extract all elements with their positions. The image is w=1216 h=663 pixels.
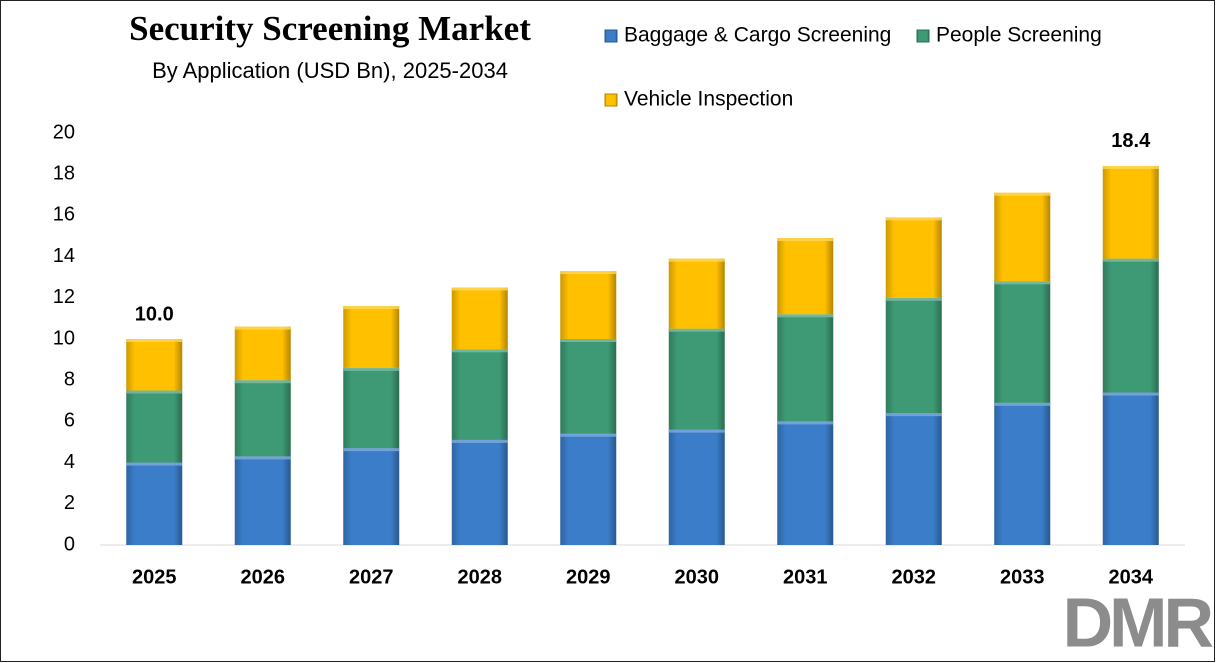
bar-top	[1102, 258, 1159, 262]
y-tick-label: 16	[53, 204, 75, 226]
legend-swatch	[916, 29, 930, 43]
x-tick-label: 2028	[458, 566, 503, 588]
bar-segment	[343, 367, 400, 449]
bar-top	[885, 217, 942, 221]
bar-segment	[1102, 392, 1159, 545]
bar-segment	[126, 390, 183, 463]
bar-top	[777, 238, 834, 242]
y-tick-label: 18	[53, 162, 75, 184]
x-tick-label: 2033	[1000, 566, 1045, 588]
legend-swatch	[604, 93, 618, 107]
legend-swatch	[604, 29, 618, 43]
bar-top	[126, 462, 183, 466]
total-label: 10.0	[135, 303, 174, 325]
x-tick-label: 2027	[349, 566, 394, 588]
bar-segment	[668, 429, 725, 545]
y-tick-label: 2	[64, 492, 75, 514]
bar-top	[343, 306, 400, 310]
bar-top	[234, 380, 291, 384]
bar-top	[560, 433, 617, 437]
bar-segment	[885, 413, 942, 545]
bar-top	[994, 192, 1051, 196]
bar-segment	[668, 258, 725, 329]
bar-top	[777, 421, 834, 425]
bar-segment	[343, 306, 400, 368]
bar-segment	[994, 281, 1051, 403]
bar-segment	[885, 217, 942, 298]
bar-segment	[777, 314, 834, 422]
bar-top	[451, 287, 508, 291]
bar-segment	[343, 448, 400, 545]
bar-top	[560, 339, 617, 342]
bar-top	[451, 349, 508, 353]
bar-segment	[777, 421, 834, 545]
bar-segment	[1102, 258, 1159, 393]
bar-segment	[668, 328, 725, 430]
bar-segment	[234, 326, 291, 381]
bar-segment	[451, 349, 508, 440]
bar-segment	[994, 192, 1051, 282]
bar-segment	[560, 271, 617, 339]
total-label: 18.4	[1111, 130, 1151, 152]
bar-top	[885, 413, 942, 417]
chart-subtitle: By Application (USD Bn), 2025-2034	[152, 58, 508, 83]
x-tick-label: 2029	[566, 566, 611, 588]
bar-segment	[126, 339, 183, 391]
x-tick-label: 2025	[132, 566, 177, 588]
bar-top	[234, 456, 291, 460]
bar-top	[885, 297, 942, 301]
logo: DMR	[1063, 583, 1214, 661]
bar-segment	[234, 380, 291, 457]
x-tick-label: 2032	[892, 566, 937, 588]
x-tick-label: 2031	[783, 566, 828, 588]
bar-segment	[1102, 165, 1159, 259]
bar-segment	[451, 287, 508, 350]
bar-top	[126, 339, 183, 342]
y-tick-label: 0	[64, 533, 75, 555]
bar-top	[777, 314, 834, 318]
bar-top	[126, 390, 183, 394]
x-tick-label: 2034	[1109, 566, 1154, 588]
bar-top	[668, 328, 725, 332]
bar-segment	[777, 238, 834, 315]
bar-segment	[234, 456, 291, 545]
bar-top	[668, 258, 725, 262]
legend-label: Baggage & Cargo Screening	[624, 24, 891, 47]
y-tick-label: 6	[64, 410, 75, 432]
bar-top	[994, 281, 1051, 285]
legend-label: Vehicle Inspection	[624, 88, 793, 111]
bar-top	[560, 271, 617, 275]
y-tick-label: 4	[64, 451, 75, 473]
bar-top	[343, 448, 400, 452]
bar-top	[668, 429, 725, 433]
bar-top	[234, 326, 291, 330]
y-tick-label: 20	[53, 121, 75, 143]
bar-top	[1102, 392, 1159, 396]
legend-label: People Screening	[936, 24, 1102, 47]
y-tick-label: 8	[64, 368, 75, 390]
bar-segment	[126, 462, 183, 545]
bar-top	[343, 367, 400, 371]
bar-top	[1102, 165, 1159, 169]
bar-segment	[885, 297, 942, 414]
y-tick-label: 12	[53, 286, 75, 308]
x-tick-label: 2026	[241, 566, 286, 588]
y-tick-label: 14	[53, 245, 75, 267]
x-tick-label: 2030	[675, 566, 720, 588]
y-tick-label: 10	[53, 327, 75, 349]
bar-segment	[451, 439, 508, 545]
bar-top	[994, 402, 1051, 406]
bar-segment	[560, 339, 617, 434]
bar-segment	[994, 402, 1051, 545]
chart-title: Security Screening Market	[129, 9, 531, 48]
bar-segment	[560, 433, 617, 545]
bar-top	[451, 439, 508, 443]
